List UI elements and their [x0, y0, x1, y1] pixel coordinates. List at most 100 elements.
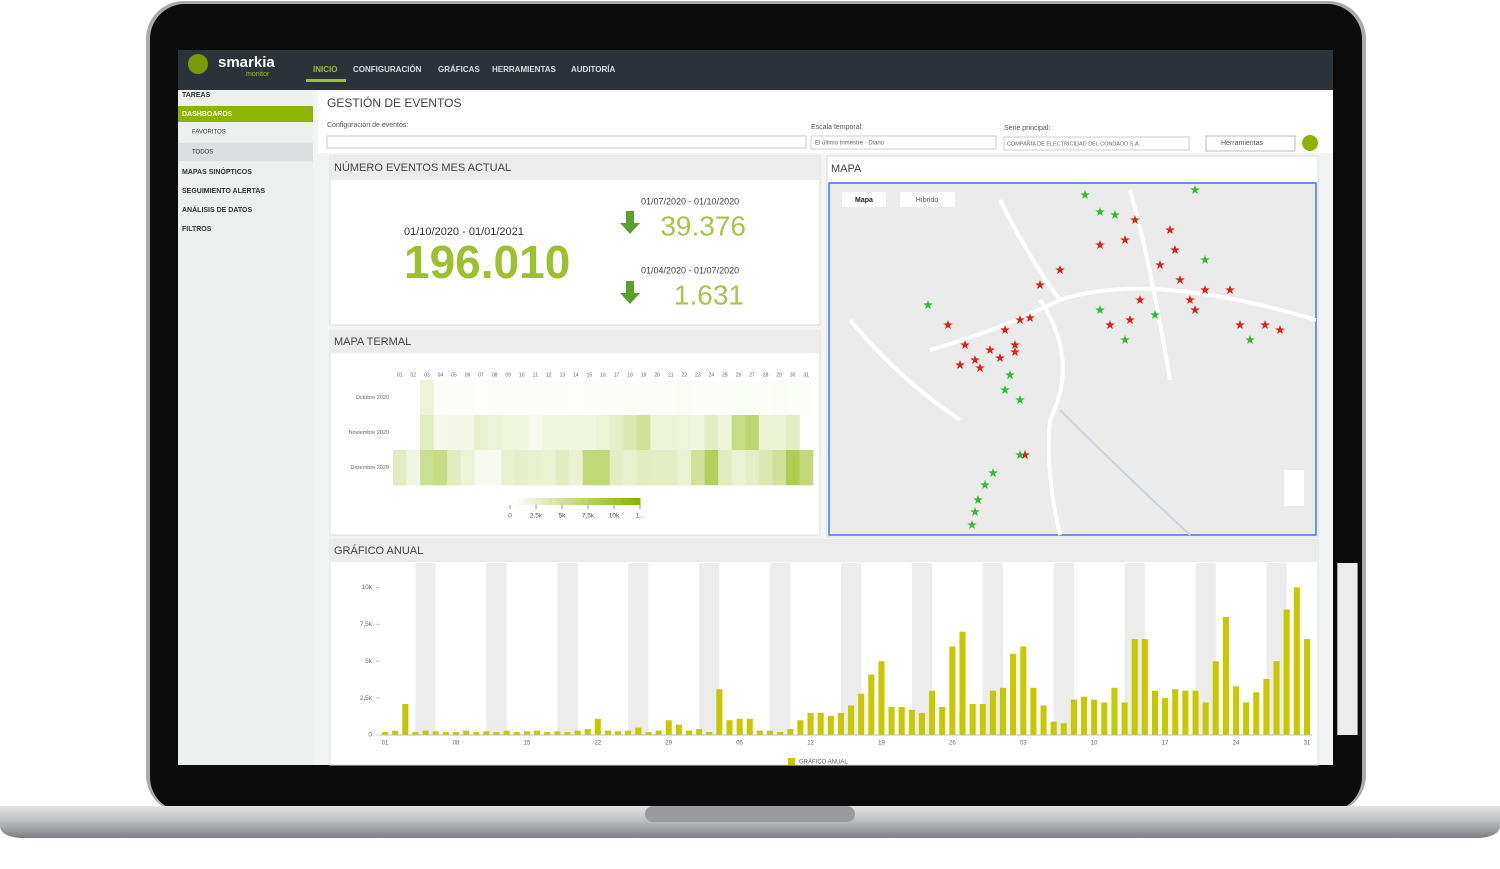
sidebar-selected: [178, 143, 313, 161]
heatmap-cell: [582, 415, 597, 451]
heatmap-cell: [569, 380, 583, 416]
sidebar-item[interactable]: DASHBOARDS: [182, 111, 233, 118]
bar: [1151, 690, 1159, 735]
weekend-band: [486, 563, 507, 735]
bar: [888, 706, 895, 735]
heatmap-day: 22: [682, 372, 688, 378]
heatmap-legend-gradient: [633, 498, 641, 505]
sidebar-item[interactable]: TODOS: [192, 150, 213, 156]
heatmap-cell: [691, 380, 705, 416]
zoom-control[interactable]: [1284, 470, 1304, 506]
heatmap-day: 23: [695, 372, 701, 378]
config-select[interactable]: [326, 135, 807, 149]
map[interactable]: [828, 182, 1317, 536]
bar: [412, 732, 419, 735]
bar: [1060, 723, 1067, 735]
heatmap-cell: [799, 380, 814, 416]
field-label: Serie principal:: [1004, 125, 1050, 132]
heatmap-day: 11: [533, 372, 538, 378]
heatmap-cell: [474, 415, 489, 451]
heatmap-cell: [704, 450, 719, 486]
sidebar-item[interactable]: ANÁLISIS DE DATOS: [182, 205, 252, 214]
field-label: Configuración de eventos:: [327, 122, 408, 129]
bar: [827, 715, 834, 735]
heatmap-cell: [758, 415, 773, 451]
panel-header: [330, 156, 820, 180]
series-select[interactable]: [1003, 136, 1190, 151]
heatmap-cell: [636, 415, 651, 451]
heatmap-cell: [555, 380, 570, 416]
bar: [1232, 686, 1240, 735]
heatmap-cell: [731, 380, 746, 416]
nav-item[interactable]: HERRAMIENTAS: [492, 65, 557, 74]
heatmap-cell: [393, 415, 407, 451]
weekend-band: [557, 563, 578, 735]
sidebar-item[interactable]: FAVORITOS: [192, 130, 226, 136]
heatmap-cell: [596, 380, 611, 416]
bar: [1162, 698, 1169, 735]
heatmap-cell: [393, 450, 407, 486]
sidebar-item[interactable]: TAREAS: [182, 92, 211, 99]
heatmap-legend-gradient: [581, 498, 589, 505]
heatmap-cell: [691, 415, 705, 451]
heatmap-day: 24: [709, 372, 715, 378]
heatmap-cell: [528, 415, 543, 451]
heatmap-cell: [474, 380, 489, 416]
panel-header: [330, 540, 1318, 562]
heatmap-cell: [609, 380, 624, 416]
bar: [979, 704, 986, 735]
heatmap-day: 17: [614, 372, 620, 378]
map-tab[interactable]: [900, 192, 955, 207]
heatmap-cell: [514, 380, 529, 416]
bar: [726, 720, 733, 735]
heatmap-cell: [718, 415, 733, 451]
heatmap-day: 18: [627, 372, 633, 378]
heatmap-day: 27: [749, 372, 755, 378]
heatmap-legend-gradient: [529, 498, 537, 505]
scale-select[interactable]: [810, 135, 997, 150]
bar: [1303, 639, 1310, 735]
bar: [1273, 661, 1280, 735]
map-tab[interactable]: [842, 192, 886, 207]
heatmap-cell: [785, 450, 800, 486]
bar: [1020, 646, 1027, 735]
heatmap-cell: [663, 450, 678, 486]
nav-item[interactable]: GRÁFICAS: [438, 65, 480, 74]
bar: [807, 712, 814, 735]
nav-item[interactable]: CONFIGURACIÓN: [353, 65, 422, 74]
bar: [544, 732, 551, 735]
heatmap-legend-gradient: [523, 498, 530, 505]
heatmap-cell: [636, 450, 651, 486]
heatmap-cell: [542, 380, 556, 416]
heatmap-legend-label: 5k: [559, 513, 567, 520]
heatmap-cell: [731, 415, 746, 451]
heatmap-day: 16: [600, 372, 606, 378]
heatmap-cell: [487, 450, 502, 486]
sidebar-item[interactable]: FILTROS: [182, 226, 212, 233]
heatmap-cell: [650, 415, 665, 451]
previous-period: 01/04/2020 - 01/07/2020: [641, 265, 739, 275]
heatmap-cell: [758, 380, 773, 416]
y-tick-label: 7,5k: [360, 621, 373, 628]
go-button[interactable]: [1302, 135, 1318, 151]
y-tick-label: 2,5k: [360, 695, 373, 702]
heatmap-day: 31: [803, 372, 809, 378]
heatmap-cell: [623, 415, 638, 451]
sidebar-item[interactable]: SEGUIMIENTO ALERTAS: [182, 188, 265, 195]
heatmap-day: 14: [573, 372, 579, 378]
heatmap-cell: [785, 380, 800, 416]
heatmap-cell: [623, 380, 638, 416]
sidebar-item[interactable]: MAPAS SINÓPTICOS: [182, 167, 252, 176]
bar: [402, 704, 409, 735]
heatmap-day: 21: [668, 372, 674, 378]
bar: [1030, 687, 1037, 735]
bar: [493, 732, 500, 735]
panel-title: MAPA TERMAL: [334, 336, 411, 348]
bar: [1050, 721, 1057, 735]
nav-item[interactable]: AUDITORÍA: [571, 65, 616, 74]
heatmap-day: 26: [736, 372, 742, 378]
tools-button[interactable]: [1205, 135, 1296, 152]
bar: [939, 706, 946, 735]
heatmap-cell: [501, 415, 516, 451]
nav-item[interactable]: INICIO: [313, 65, 337, 74]
